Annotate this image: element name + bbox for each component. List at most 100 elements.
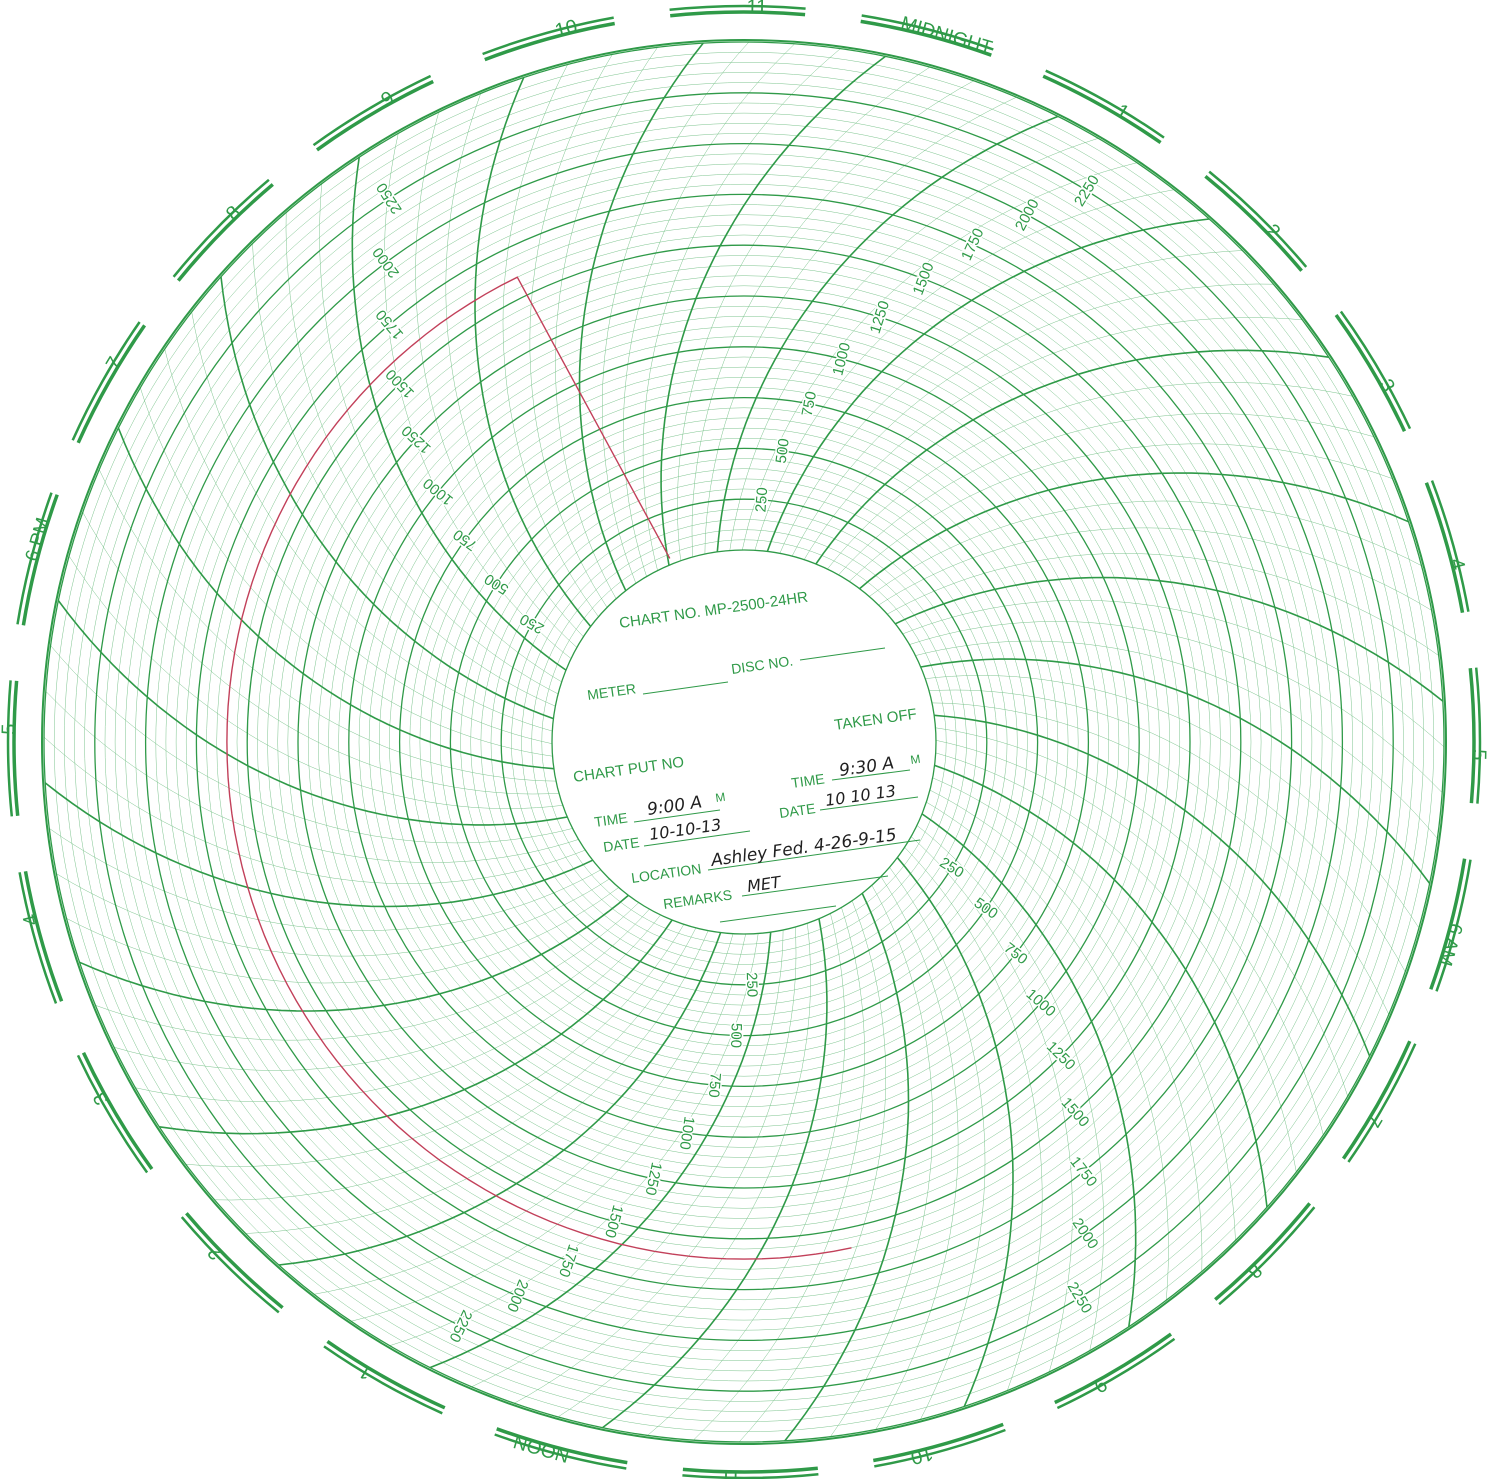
put-on-date-label: DATE xyxy=(602,834,640,855)
scale-label: 750 xyxy=(799,390,820,418)
hour-arc xyxy=(278,932,722,1266)
minor-time-arc xyxy=(849,443,1393,582)
minor-value-ring xyxy=(368,366,1120,1118)
hour-band xyxy=(1042,74,1162,145)
hour-band xyxy=(81,1052,154,1171)
minor-value-ring xyxy=(318,316,1170,1168)
minor-value-ring xyxy=(389,387,1099,1097)
minor-value-ring xyxy=(358,356,1130,1128)
minor-time-arc xyxy=(838,413,1375,576)
hour-arc xyxy=(920,658,1431,884)
hour-band xyxy=(326,1339,446,1410)
scale-label: 2000 xyxy=(503,1277,531,1314)
meter-line xyxy=(642,681,729,695)
minor-value-ring xyxy=(379,377,1109,1107)
hour-band xyxy=(323,1345,443,1415)
minor-time-arc xyxy=(904,847,1043,1391)
scale-label: 2250 xyxy=(446,1307,476,1344)
hour-band xyxy=(670,10,806,18)
hour-band xyxy=(180,1216,280,1314)
minor-value-ring xyxy=(328,326,1160,1158)
meter-label: METER xyxy=(586,680,637,703)
minor-value-ring xyxy=(84,82,1404,1402)
hour-band xyxy=(1435,859,1472,992)
major-value-ring xyxy=(94,92,1394,1392)
minor-value-ring xyxy=(74,72,1414,1412)
scale-label: 750 xyxy=(450,526,480,554)
minor-value-ring xyxy=(104,102,1384,1382)
hour-band xyxy=(12,680,20,816)
taken-off-time-label: TIME xyxy=(790,770,825,791)
hour-time-arcs xyxy=(44,42,1444,1442)
major-value-ring xyxy=(144,142,1344,1342)
minor-value-ring xyxy=(419,417,1069,1067)
hour-band xyxy=(874,1428,1006,1468)
hour-band xyxy=(23,870,64,1002)
minor-value-ring xyxy=(307,305,1181,1179)
scale-label: 1750 xyxy=(555,1242,582,1279)
scale-label: 2250 xyxy=(1064,1279,1096,1316)
hour-arc xyxy=(79,894,630,1012)
hour-band xyxy=(76,1054,149,1174)
hour-label: 11 xyxy=(721,1465,742,1479)
minor-time-arc xyxy=(113,908,650,1071)
scale-label: 1500 xyxy=(910,260,938,297)
major-value-ring xyxy=(195,193,1293,1291)
hour-label: 11 xyxy=(746,0,767,19)
scale-label: 2250 xyxy=(373,180,405,217)
center-disc xyxy=(554,552,934,932)
hour-label: 10 xyxy=(553,16,580,43)
scale-label: 250 xyxy=(937,854,967,882)
minor-time-arc xyxy=(830,885,933,1437)
hour-band xyxy=(1334,313,1407,432)
hour-arc xyxy=(815,349,1329,565)
taken-off-time-line xyxy=(831,769,911,781)
hour-label: 6 AM xyxy=(1434,921,1466,968)
major-value-rings xyxy=(41,39,1447,1445)
minor-value-ring xyxy=(480,478,1008,1006)
minor-value-ring xyxy=(53,51,1435,1433)
minor-value-ring xyxy=(409,407,1079,1077)
hour-arc xyxy=(159,919,673,1135)
hour-arc xyxy=(934,764,1268,1208)
hour-band xyxy=(71,321,141,441)
minor-value-ring xyxy=(490,488,998,996)
hour-label: NOON xyxy=(511,1430,572,1466)
minor-value-ring xyxy=(541,539,947,945)
hour-label: 6 PM xyxy=(22,515,54,563)
hour-label: 5 xyxy=(1468,749,1489,761)
outer-hour-bands xyxy=(6,4,1482,1479)
scale-label: 1250 xyxy=(641,1161,664,1197)
put-on-time-line xyxy=(633,809,721,823)
scale-label: 250 xyxy=(743,972,761,998)
remarks-line-2 xyxy=(719,905,837,923)
major-value-ring xyxy=(246,244,1242,1240)
outer-edge-ring xyxy=(41,39,1447,1445)
hour-arc xyxy=(660,55,886,566)
minor-value-ring xyxy=(125,123,1363,1361)
hour-band xyxy=(1430,480,1470,612)
hour-band xyxy=(1424,482,1465,614)
put-on-am: M xyxy=(714,790,726,805)
scale-label: 500 xyxy=(773,437,793,464)
minor-value-ring xyxy=(277,275,1211,1209)
minor-value-ring xyxy=(216,214,1272,1270)
location-line xyxy=(707,839,921,871)
scale-label: 750 xyxy=(1001,939,1031,968)
remarks-value: MET xyxy=(746,872,783,896)
minor-value-ring xyxy=(267,265,1221,1219)
major-value-ring xyxy=(297,295,1191,1189)
hour-arc xyxy=(934,714,1371,1057)
hour-arc xyxy=(474,77,592,628)
hour-label: 10 xyxy=(908,1442,935,1469)
hour-band xyxy=(6,680,14,817)
minor-value-ring xyxy=(470,468,1018,1016)
scale-label: 1500 xyxy=(1058,1094,1093,1130)
scale-label: 1000 xyxy=(1023,986,1059,1021)
hour-arc xyxy=(716,115,1059,552)
scale-label: 500 xyxy=(727,1023,745,1049)
minor-value-ring xyxy=(185,183,1303,1301)
hour-band xyxy=(1204,174,1303,272)
major-value-ring xyxy=(348,346,1140,1138)
